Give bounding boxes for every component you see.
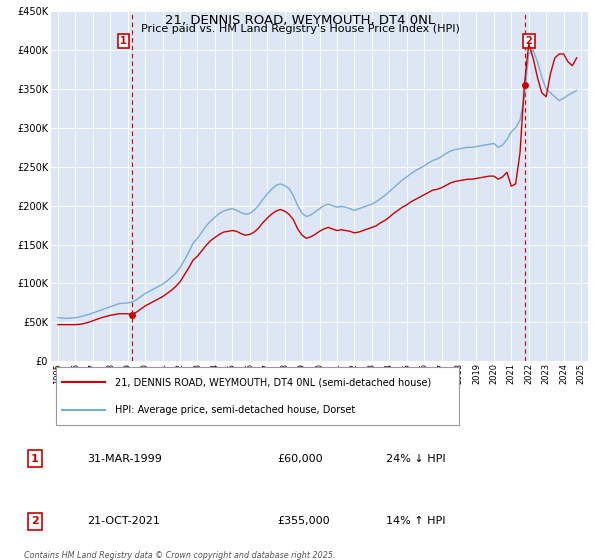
Text: 21, DENNIS ROAD, WEYMOUTH, DT4 0NL (semi-detached house): 21, DENNIS ROAD, WEYMOUTH, DT4 0NL (semi…	[115, 377, 431, 387]
Text: £355,000: £355,000	[277, 516, 329, 526]
Text: Price paid vs. HM Land Registry's House Price Index (HPI): Price paid vs. HM Land Registry's House …	[140, 24, 460, 34]
Text: 14% ↑ HPI: 14% ↑ HPI	[386, 516, 446, 526]
Text: HPI: Average price, semi-detached house, Dorset: HPI: Average price, semi-detached house,…	[115, 405, 356, 416]
Text: 2: 2	[31, 516, 39, 526]
Text: £60,000: £60,000	[277, 454, 323, 464]
Text: 24% ↓ HPI: 24% ↓ HPI	[386, 454, 446, 464]
Text: 2: 2	[526, 36, 532, 46]
Text: Contains HM Land Registry data © Crown copyright and database right 2025.
This d: Contains HM Land Registry data © Crown c…	[23, 551, 335, 560]
Text: 21, DENNIS ROAD, WEYMOUTH, DT4 0NL: 21, DENNIS ROAD, WEYMOUTH, DT4 0NL	[165, 14, 435, 27]
Text: 1: 1	[31, 454, 39, 464]
Text: 21-OCT-2021: 21-OCT-2021	[87, 516, 160, 526]
Text: 1: 1	[120, 36, 127, 46]
Text: 31-MAR-1999: 31-MAR-1999	[87, 454, 162, 464]
FancyBboxPatch shape	[56, 367, 459, 425]
